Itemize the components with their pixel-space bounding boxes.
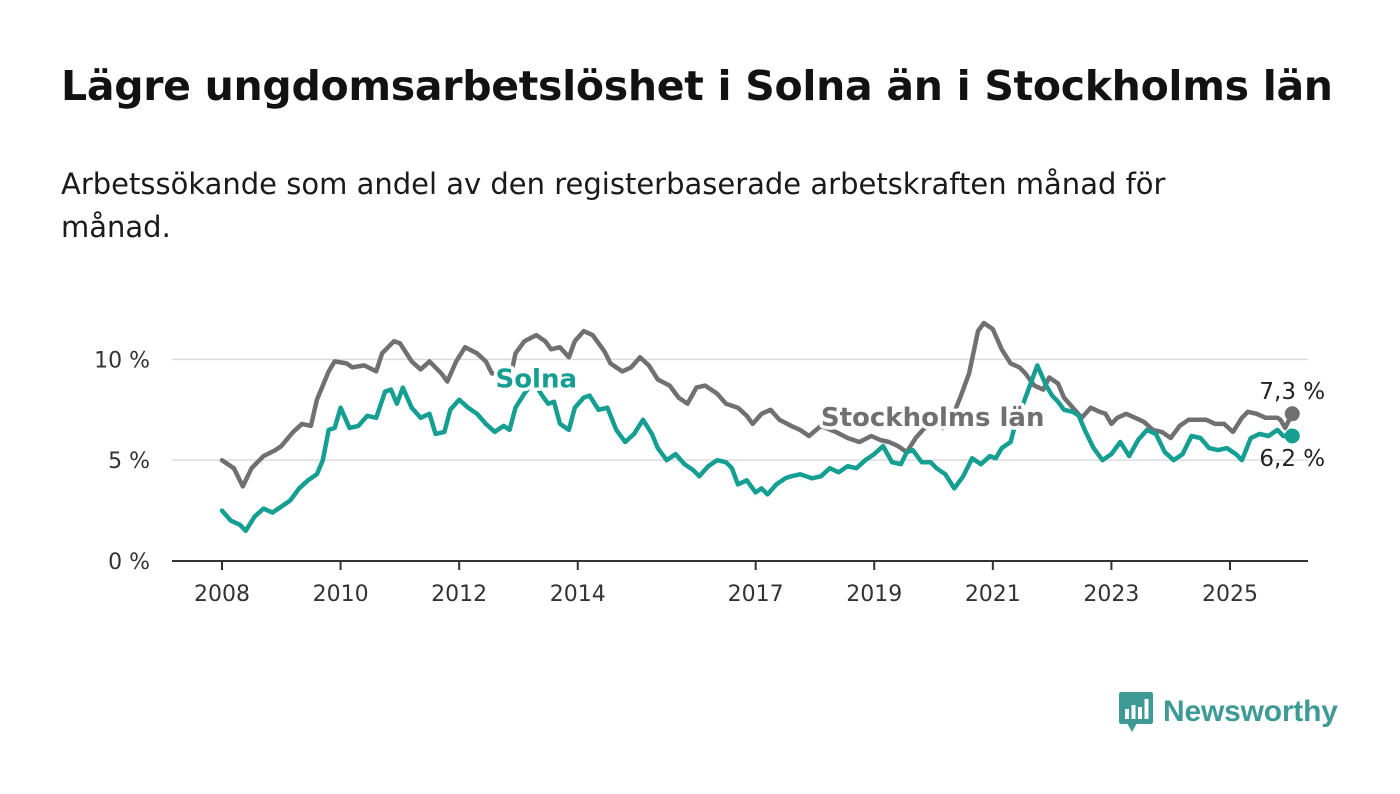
solna-line [219, 363, 1295, 534]
y-tick-label: 10 % [94, 348, 150, 373]
newsworthy-logo-icon [1119, 692, 1153, 732]
x-tick-label: 2017 [728, 582, 784, 607]
chart-subtitle: Arbetssökande som andel av den registerb… [61, 167, 1166, 244]
x-tick-label: 2012 [431, 582, 487, 607]
x-tick-label: 2023 [1083, 582, 1139, 607]
stockholm-line [219, 320, 1295, 489]
chart-title: Lägre ungdomsarbetslöshet i Solna än i S… [61, 62, 1333, 110]
x-tick-label: 2008 [194, 582, 250, 607]
stockholm-series-label: Stockholms län [821, 403, 1045, 433]
y-tick-label: 0 % [108, 550, 150, 575]
logo-text: Newsworthy [1163, 695, 1338, 728]
x-tick-label: 2019 [846, 582, 902, 607]
solna-series-label: Solna [495, 365, 577, 395]
solna-end-label: 6,2 % [1259, 446, 1325, 472]
x-tick-label: 2025 [1202, 582, 1258, 607]
x-tick-label: 2014 [550, 582, 606, 607]
newsworthy-logo: Newsworthy [1118, 690, 1338, 734]
y-tick-label: 5 % [108, 449, 150, 474]
x-tick-label: 2010 [313, 582, 369, 607]
stockholm-end-label: 7,3 % [1259, 379, 1325, 405]
x-tick-label: 2021 [965, 582, 1021, 607]
stockholm-end-dot [1284, 406, 1300, 422]
solna-end-dot [1284, 428, 1300, 444]
